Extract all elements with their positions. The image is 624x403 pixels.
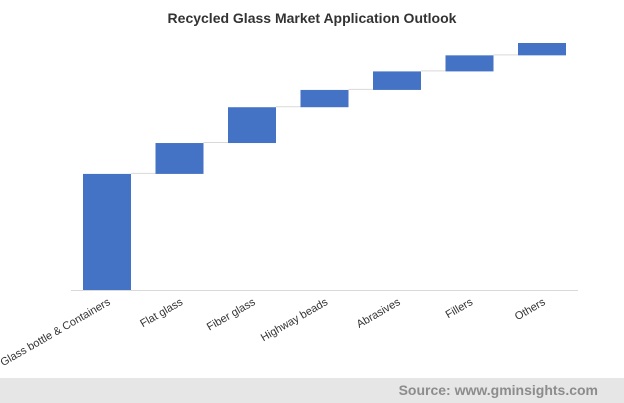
bar-6 xyxy=(518,43,566,56)
bar-0 xyxy=(83,173,131,290)
bar-4 xyxy=(373,71,421,90)
bar-5 xyxy=(445,55,494,72)
bar-1 xyxy=(155,143,204,174)
chart-title: Recycled Glass Market Application Outloo… xyxy=(167,10,457,26)
bar-3 xyxy=(300,89,349,108)
x-tick-label-5: Fillers xyxy=(444,296,476,321)
x-tick-label-1: Flat glass xyxy=(138,296,185,330)
footer-bar: Source: www.gminsights.com xyxy=(0,378,624,403)
waterfall-chart: Glass bottle & Containers Flat glass Fiber… xyxy=(0,43,578,369)
x-tick-label-6: Others xyxy=(513,296,548,323)
x-tick-label-3: Highway beads xyxy=(259,296,331,344)
bar-2 xyxy=(228,107,276,144)
source-text: Source: www.gminsights.com xyxy=(398,382,598,398)
x-tick-label-2: Fiber glass xyxy=(205,296,258,334)
x-tick-label-4: Abrasives xyxy=(355,296,403,331)
x-tick-label-0: Glass bottle & Containers xyxy=(0,296,113,369)
